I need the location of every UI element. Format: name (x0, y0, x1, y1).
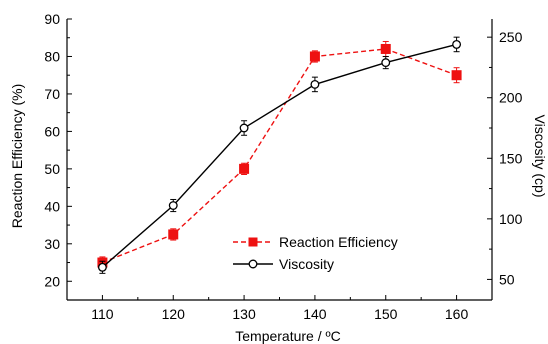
legend-item: Reaction Efficiency (233, 234, 398, 250)
y-axis-left-title: Reaction Efficiency (%) (9, 84, 25, 228)
y-left-tick-label: 40 (44, 198, 60, 214)
data-point (451, 70, 462, 81)
y-right-tick-label: 100 (499, 211, 523, 227)
x-tick-label: 140 (303, 306, 327, 322)
data-point (168, 201, 178, 210)
series-line (101, 43, 457, 268)
x-tick-label: 160 (445, 306, 469, 322)
data-point (239, 163, 250, 174)
y-right-tick-label: 150 (499, 150, 523, 166)
data-point (380, 43, 391, 54)
data-point (381, 58, 391, 68)
legend-marker (248, 237, 258, 247)
data-point (452, 39, 462, 49)
x-tick-label: 110 (91, 306, 114, 322)
y-left-tick-label: 20 (44, 273, 60, 289)
series-line (102, 48, 457, 264)
y-right-tick-label: 200 (499, 90, 523, 106)
data-point (310, 79, 320, 89)
x-tick-label: 120 (162, 306, 186, 322)
y-left-tick-label: 50 (44, 161, 60, 177)
legend-label: Reaction Efficiency (279, 234, 398, 250)
y-left-tick-label: 80 (44, 48, 60, 64)
y-axis-right-title: Viscosity (cp) (532, 115, 548, 198)
data-point (97, 262, 107, 272)
x-tick-label: 130 (232, 306, 256, 322)
x-axis-title: Temperature / ºC (235, 328, 341, 344)
y-left-tick-label: 30 (44, 236, 60, 252)
y-right-tick-label: 50 (499, 271, 515, 287)
legend-marker (248, 259, 258, 269)
series-viscosity (97, 36, 462, 274)
data-point (309, 51, 320, 62)
y-right-tick-label: 250 (499, 29, 523, 45)
y-left-tick-label: 90 (44, 11, 60, 27)
y-left-tick-label: 60 (44, 123, 60, 139)
y-left-tick-label: 70 (44, 86, 60, 102)
ticks: 110 120 130 140 150 160 20 30 40 50 60 70 80 90 50 100 1… (44, 11, 522, 322)
legend: Reaction Efficiency Viscosity (233, 234, 398, 272)
legend-item: Viscosity (233, 256, 334, 272)
data-point (168, 229, 179, 240)
legend-label: Viscosity (279, 256, 334, 272)
data-point (239, 123, 249, 133)
x-tick-label: 150 (374, 306, 398, 322)
series-layer (97, 36, 462, 274)
